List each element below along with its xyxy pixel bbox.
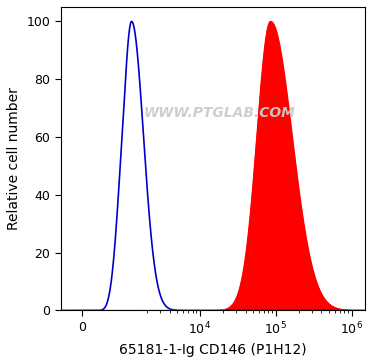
Text: WWW.PTGLAB.COM: WWW.PTGLAB.COM	[143, 106, 295, 120]
X-axis label: 65181-1-Ig CD146 (P1H12): 65181-1-Ig CD146 (P1H12)	[119, 343, 307, 357]
Y-axis label: Relative cell number: Relative cell number	[7, 87, 21, 230]
